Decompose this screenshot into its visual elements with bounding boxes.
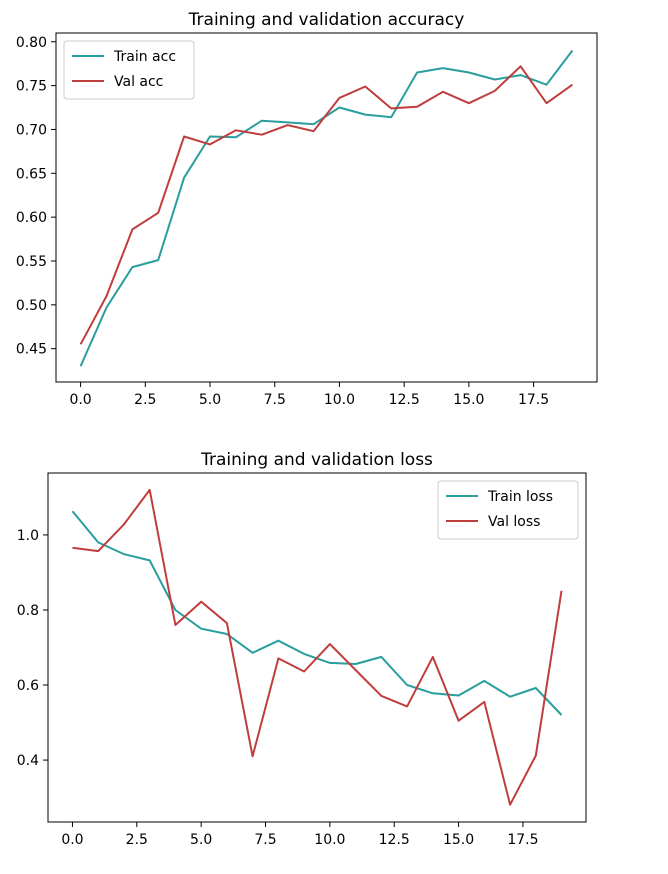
y-tick-label: 0.8 xyxy=(17,603,39,619)
y-tick-label: 0.70 xyxy=(16,122,47,138)
y-tick-label: 0.80 xyxy=(16,35,47,51)
x-tick-label: 10.0 xyxy=(324,392,355,408)
train-loss-legend-label: Train loss xyxy=(487,489,553,505)
y-tick-label: 0.75 xyxy=(16,79,47,95)
x-tick-label: 2.5 xyxy=(126,832,148,848)
loss-plot-frame xyxy=(47,472,587,823)
accuracy-chart-title: Training and validation accuracy xyxy=(188,10,465,30)
val-acc-line xyxy=(79,65,573,345)
val-acc-legend-label: Val acc xyxy=(114,74,163,90)
accuracy-chart: Training and validation accuracy 0.0 2.5 5.… xyxy=(16,10,598,408)
y-tick-label: 0.6 xyxy=(17,678,39,694)
accuracy-legend: Train acc Val acc xyxy=(63,40,195,100)
y-tick-label: 0.60 xyxy=(16,210,47,226)
x-tick-label: 0.0 xyxy=(69,392,91,408)
x-tick-label: 17.5 xyxy=(518,392,549,408)
accuracy-plot-frame xyxy=(55,32,598,383)
x-tick-label: 12.5 xyxy=(379,832,410,848)
train-acc-legend-label: Train acc xyxy=(113,49,176,65)
loss-legend: Train loss Val loss xyxy=(437,480,579,540)
x-tick-label: 2.5 xyxy=(134,392,156,408)
y-tick-label: 0.50 xyxy=(16,298,47,314)
train-loss-line xyxy=(71,510,563,716)
y-tick-label: 1.0 xyxy=(17,528,39,544)
x-tick-label: 10.0 xyxy=(314,832,345,848)
y-tick-label: 0.4 xyxy=(17,753,39,769)
y-tick-label: 0.65 xyxy=(16,166,47,182)
x-tick-label: 7.5 xyxy=(264,392,286,408)
x-tick-label: 0.0 xyxy=(61,832,83,848)
loss-chart: Training and validation loss 0.0 2.5 5.0 7.5… xyxy=(17,450,587,848)
x-tick-label: 5.0 xyxy=(190,832,212,848)
val-loss-line xyxy=(72,488,563,806)
x-tick-label: 15.0 xyxy=(453,392,484,408)
x-tick-label: 7.5 xyxy=(254,832,276,848)
loss-chart-title: Training and validation loss xyxy=(200,450,433,470)
x-tick-label: 15.0 xyxy=(443,832,474,848)
x-tick-label: 12.5 xyxy=(389,392,420,408)
y-tick-label: 0.45 xyxy=(16,342,47,358)
val-loss-legend-label: Val loss xyxy=(488,514,540,530)
x-tick-label: 17.5 xyxy=(507,832,538,848)
y-tick-label: 0.55 xyxy=(16,254,47,270)
x-tick-label: 5.0 xyxy=(199,392,221,408)
